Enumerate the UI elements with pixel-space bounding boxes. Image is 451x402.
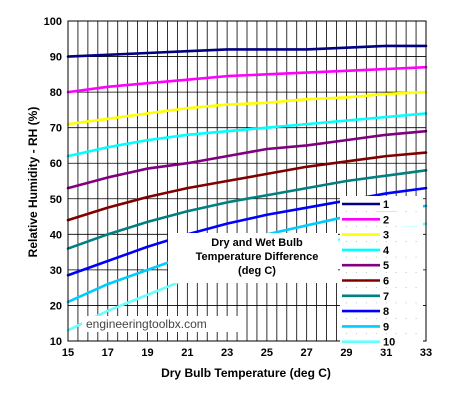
x-tick-label: 29 bbox=[340, 347, 352, 359]
legend-entry-bg bbox=[340, 196, 423, 211]
x-tick-label: 17 bbox=[102, 347, 114, 359]
y-tick-label: 60 bbox=[50, 158, 62, 170]
x-tick-labels: 15 17 19 21 23 25 27 29 31 33 bbox=[62, 347, 432, 359]
x-tick-label: 27 bbox=[301, 347, 313, 359]
legend-title-line: (deg C) bbox=[238, 265, 276, 277]
legend-title-line: Temperature Difference bbox=[196, 251, 319, 263]
y-tick-label: 70 bbox=[50, 123, 62, 135]
x-tick-label: 23 bbox=[221, 347, 233, 359]
legend-label-5: 5 bbox=[383, 260, 389, 272]
series-line-3 bbox=[66, 90, 428, 126]
x-tick-label: 33 bbox=[420, 347, 432, 359]
legend-label-9: 9 bbox=[383, 321, 389, 333]
legend-label-6: 6 bbox=[383, 276, 389, 288]
y-tick-label: 80 bbox=[50, 87, 62, 99]
y-tick-label: 50 bbox=[50, 194, 62, 206]
legend-label-10: 10 bbox=[383, 337, 395, 349]
legend-label-2: 2 bbox=[383, 214, 389, 226]
x-tick-label: 21 bbox=[181, 347, 193, 359]
legend-title: Dry and Wet Bulb Temperature Difference (d… bbox=[196, 237, 319, 277]
legend-entry-bg bbox=[340, 333, 423, 349]
legend-entry-bg bbox=[340, 257, 423, 273]
x-axis-label: Dry Bulb Temperature (deg C) bbox=[161, 366, 331, 380]
y-tick-label: 90 bbox=[50, 52, 62, 64]
series-line-6 bbox=[66, 151, 428, 222]
x-tick-label: 19 bbox=[141, 347, 153, 359]
legend-label-1: 1 bbox=[383, 199, 389, 211]
y-tick-label: 100 bbox=[44, 16, 62, 28]
legend-entry-bg bbox=[340, 303, 423, 319]
series-line-1 bbox=[66, 44, 428, 58]
legend-label-8: 8 bbox=[383, 306, 389, 318]
series-line-5 bbox=[66, 129, 428, 190]
y-tick-labels: 10 20 30 40 50 60 70 80 90 100 bbox=[44, 16, 62, 348]
y-tick-label: 20 bbox=[50, 300, 62, 312]
watermark: engineeringtoolbx.com bbox=[86, 317, 207, 331]
series-line-7 bbox=[66, 169, 428, 250]
legend-entry-bg bbox=[340, 287, 423, 303]
legend-entry-bg bbox=[340, 226, 423, 242]
legend-entry-bg bbox=[340, 211, 423, 227]
x-tick-label: 25 bbox=[261, 347, 273, 359]
y-tick-label: 40 bbox=[50, 229, 62, 241]
watermark-bg bbox=[82, 316, 242, 332]
legend-label-3: 3 bbox=[383, 230, 389, 242]
legend-label-4: 4 bbox=[383, 245, 390, 257]
x-tick-label: 15 bbox=[62, 347, 74, 359]
legend-entry-bg bbox=[340, 318, 423, 334]
series-line-2 bbox=[66, 65, 428, 94]
x-tick-label: 31 bbox=[380, 347, 392, 359]
plot-frame bbox=[67, 20, 427, 342]
legend-title-bg bbox=[168, 233, 338, 283]
y-tick-label: 10 bbox=[50, 336, 62, 348]
legend-entry-bg bbox=[340, 241, 423, 257]
legend-title-line: Dry and Wet Bulb bbox=[211, 237, 303, 249]
legend: 1 2 3 4 5 6 7 8 9 10 bbox=[340, 196, 423, 349]
y-axis-label: Relative Humidity - RH (%) bbox=[26, 107, 40, 258]
legend-entry-bg bbox=[340, 272, 423, 288]
series-line-4 bbox=[66, 112, 428, 158]
y-tick-label: 30 bbox=[50, 265, 62, 277]
legend-label-7: 7 bbox=[383, 291, 389, 303]
